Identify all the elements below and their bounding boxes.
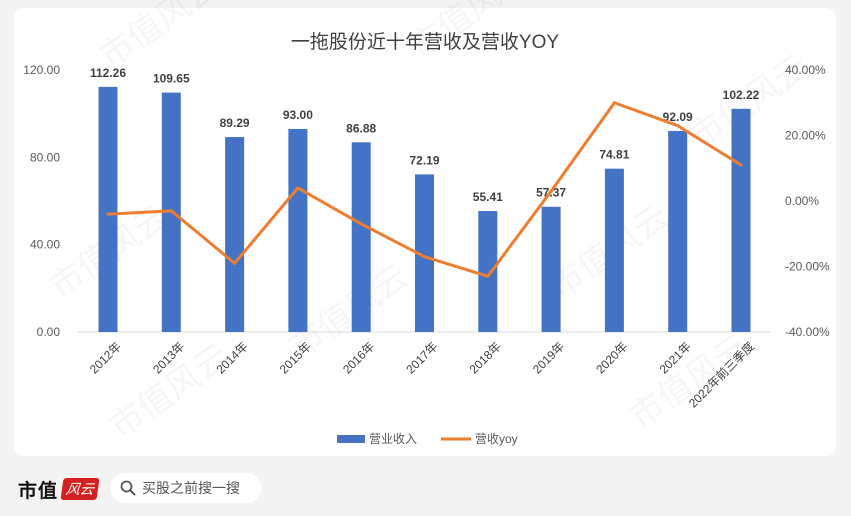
left-axis-tick-label: 0.00 bbox=[37, 325, 61, 339]
right-axis-tick-label: -20.00% bbox=[785, 260, 830, 274]
yoy-point bbox=[676, 124, 680, 128]
search-placeholder: 买股之前搜一搜 bbox=[142, 480, 240, 496]
chart-title: 一拖股份近十年营收及营收YOY bbox=[291, 31, 559, 53]
right-axis-tick-label: 40.00% bbox=[785, 63, 826, 77]
right-axis-tick-label: 20.00% bbox=[785, 129, 826, 143]
footer-bar: 市值 风云 买股之前搜一搜 bbox=[0, 458, 851, 516]
bar-series bbox=[98, 86, 751, 332]
yoy-point bbox=[486, 274, 490, 278]
right-axis-tick-label: -40.00% bbox=[785, 325, 830, 339]
yoy-point bbox=[169, 209, 173, 213]
bar bbox=[351, 142, 371, 332]
legend-label-yoy: 营收yoy bbox=[475, 432, 518, 446]
chart: 市值风云市值风云市值风云市值风云市值风云市值风云市值风云市值风云 一拖股份近十年… bbox=[23, 31, 831, 447]
brand-text: 市值 bbox=[18, 479, 59, 502]
yoy-point bbox=[106, 212, 110, 216]
brand-logo: 市值 风云 bbox=[18, 476, 100, 502]
legend-swatch-revenue bbox=[337, 435, 365, 443]
bar bbox=[668, 130, 688, 332]
bar-data-label: 74.81 bbox=[599, 148, 629, 162]
x-axis-tick-label: 2020年 bbox=[593, 339, 630, 376]
bar-data-label: 72.19 bbox=[409, 153, 439, 167]
bar bbox=[415, 174, 434, 332]
left-axis-tick-label: 120.00 bbox=[23, 63, 60, 77]
yoy-point bbox=[612, 101, 616, 105]
legend: 营业收入 营收yoy bbox=[337, 432, 518, 446]
brand-seal: 风云 bbox=[60, 478, 100, 500]
bar-data-label: 55.41 bbox=[473, 190, 503, 204]
yoy-point bbox=[549, 189, 553, 193]
search-icon bbox=[120, 480, 136, 496]
search-box[interactable]: 买股之前搜一搜 bbox=[110, 473, 262, 503]
x-axis-tick-label: 2017年 bbox=[403, 339, 440, 376]
right-axis-tick-label: 0.00% bbox=[785, 194, 819, 208]
bar-data-label: 102.22 bbox=[723, 88, 760, 102]
right-axis: -40.00% -20.00% 0.00% 20.00% 40.00% bbox=[785, 63, 830, 339]
bar-data-label: 89.29 bbox=[220, 116, 250, 130]
left-axis-tick-label: 40.00 bbox=[30, 238, 60, 252]
yoy-point bbox=[233, 261, 237, 265]
yoy-point bbox=[739, 163, 743, 167]
bar-data-label: 93.00 bbox=[283, 108, 313, 122]
bar-data-label: 86.88 bbox=[346, 121, 376, 135]
watermark-text: 市值风云 bbox=[623, 327, 756, 436]
x-axis-tick-label: 2018年 bbox=[467, 339, 504, 376]
bar bbox=[225, 137, 245, 332]
bar-data-label: 109.65 bbox=[153, 72, 190, 86]
x-axis-tick-label: 2012年 bbox=[87, 339, 124, 376]
yoy-point bbox=[296, 186, 300, 190]
line-series bbox=[106, 101, 743, 278]
bar bbox=[288, 128, 308, 332]
yoy-point bbox=[359, 222, 363, 226]
yoy-point bbox=[423, 255, 426, 259]
bar bbox=[541, 206, 561, 332]
x-axis-tick-label: 2019年 bbox=[530, 339, 567, 376]
x-axis-tick-label: 2016年 bbox=[340, 339, 377, 376]
bar-data-label: 112.26 bbox=[90, 66, 126, 80]
left-axis-tick-label: 80.00 bbox=[30, 150, 60, 164]
legend-label-revenue: 营业收入 bbox=[369, 432, 417, 446]
bar bbox=[98, 86, 118, 332]
bar-data-label: 92.09 bbox=[663, 110, 693, 124]
bar bbox=[731, 108, 751, 332]
bar bbox=[604, 168, 624, 332]
left-axis: 0.00 40.00 80.00 120.00 bbox=[23, 63, 60, 339]
bar bbox=[478, 211, 498, 332]
